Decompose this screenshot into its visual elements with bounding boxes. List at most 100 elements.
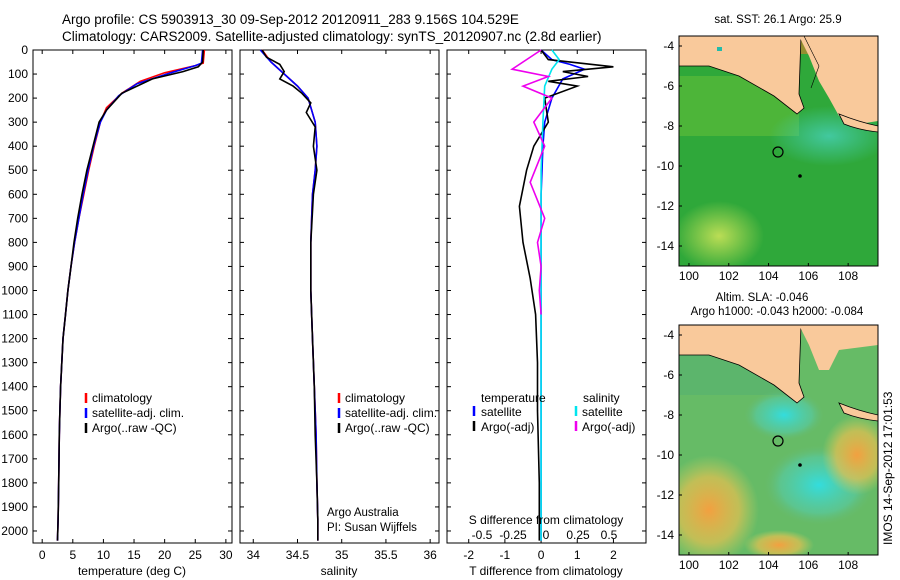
depth-tick-label: 1100 <box>2 308 28 322</box>
depth-tick-label: 2000 <box>1 524 28 538</box>
x-tick-label: 30 <box>219 548 233 562</box>
depth-tick-label: 900 <box>8 259 28 273</box>
sst-map-frame <box>678 35 879 267</box>
s-diff-tick-label: 0.5 <box>601 528 618 542</box>
depth-tick-label: 1300 <box>1 356 28 370</box>
x-tick-label: 10 <box>97 548 111 562</box>
sst-yellow-patch <box>679 201 764 266</box>
legend-label: climatology <box>345 391 405 405</box>
s-difference-label: S difference from climatology <box>469 513 624 527</box>
sumatra-landmass <box>679 36 805 115</box>
sla-borneo-landmass <box>799 325 878 370</box>
series-line-argo-raw-qc- <box>261 49 319 541</box>
argo-float-marker <box>772 146 784 158</box>
imos-timestamp-label: IMOS 14-Sep-2012 17:01:53 <box>881 391 895 545</box>
java-landmass <box>838 113 878 133</box>
legend-label: climatology <box>92 391 152 405</box>
depth-tick-label: 1000 <box>1 283 28 297</box>
x-tick-label: 35 <box>335 548 349 562</box>
x-tick-label: 0 <box>538 548 545 562</box>
sla-warm-eddy-1 <box>679 455 759 555</box>
legend-label: Argo(-adj) <box>481 420 534 434</box>
salinity-depth-ticks <box>240 49 439 532</box>
temperature-series <box>56 49 206 541</box>
series-line-argo-raw-qc- <box>56 49 204 541</box>
sla-warm-eddy-3 <box>744 530 814 555</box>
lon-tick-label: 108 <box>838 269 858 283</box>
depth-tick-label: 400 <box>8 139 28 153</box>
s-diff-tick-label: -0.25 <box>499 528 527 542</box>
lat-tick-label: -12 <box>657 199 675 213</box>
s-diff-tick-label: 0 <box>543 528 550 542</box>
s-diff-tick-label: -0.5 <box>472 528 493 542</box>
legend-label: Argo(..raw -QC) <box>345 421 430 435</box>
depth-tick-label: 300 <box>8 115 28 129</box>
island-dot <box>798 174 802 178</box>
sla-sumatra-landmass <box>679 325 805 404</box>
sst-lon-axis: 100 102 104 106 108 <box>679 263 858 283</box>
depth-axis: 0 100 200 300 400 500 600 700 800 900 1000 1100 1200… <box>1 43 232 538</box>
lat-tick-label: -6 <box>663 368 674 382</box>
depth-tick-label: 1400 <box>1 380 28 394</box>
lat-tick-label: -10 <box>657 159 675 173</box>
lon-tick-label: 102 <box>719 269 739 283</box>
depth-tick-label: 800 <box>8 235 28 249</box>
salinity-panel: 34 34.5 35 35.5 36 salinity climatologysatel… <box>239 49 440 578</box>
depth-tick-label: 200 <box>8 91 28 105</box>
legend-label: satellite <box>481 405 522 419</box>
lon-tick-label: 104 <box>759 558 779 572</box>
lon-tick-label: 104 <box>759 269 779 283</box>
difference-depth-ticks <box>447 49 646 532</box>
sst-map-field <box>679 36 878 266</box>
x-tick-label: 34 <box>247 548 261 562</box>
difference-panel: -2 -1 0 1 2 -0.5 -0.25 0 0.25 0.5 T difference fr… <box>446 49 647 578</box>
salinity-xlabel: salinity <box>321 564 358 578</box>
depth-tick-label: 1500 <box>1 404 28 418</box>
legend-temperature-title: temperature <box>481 391 546 405</box>
sla-map-field <box>679 325 878 555</box>
depth-tick-label: 1900 <box>1 500 28 514</box>
sst-cyan-speck <box>717 47 722 51</box>
difference-legend: temperaturesatelliteArgo(-adj)salinitysa… <box>472 391 635 434</box>
depth-tick-label: 1700 <box>1 452 28 466</box>
salinity-x-axis: 34 34.5 35 35.5 36 <box>247 50 437 562</box>
s-diff-tick-label: 0.25 <box>566 528 590 542</box>
sla-lon-axis: 100 102 104 106 108 <box>679 552 858 572</box>
depth-tick-label: 600 <box>8 187 28 201</box>
lon-tick-label: 108 <box>838 558 858 572</box>
lat-tick-label: -10 <box>657 448 675 462</box>
x-tick-label: 20 <box>158 548 172 562</box>
legend-salinity-title: salinity <box>583 391 620 405</box>
x-tick-label: 0 <box>39 548 46 562</box>
x-tick-label: 1 <box>574 548 581 562</box>
sst-map: sat. SST: 26.1 Argo: 25.9 100 102 104 106 10… <box>657 14 879 283</box>
lat-tick-label: -14 <box>657 528 675 542</box>
x-tick-label: 2 <box>610 548 617 562</box>
legend-label: satellite-adj. clim. <box>345 406 437 420</box>
sla-map-title: Altim. SLA: -0.046 <box>716 292 809 304</box>
lon-tick-label: 106 <box>798 558 818 572</box>
lat-tick-label: -4 <box>663 39 674 53</box>
x-tick-label: 36 <box>423 548 437 562</box>
annotation-pi: PI: Susan Wijffels <box>327 522 417 534</box>
lat-tick-label: -8 <box>663 119 674 133</box>
title-line-1: Argo profile: CS 5903913_30 09-Sep-2012 … <box>62 12 519 27</box>
x-tick-label: 5 <box>69 548 76 562</box>
temperature-x-axis: 0 5 10 15 20 25 30 <box>39 50 233 562</box>
legend-label: Argo(-adj) <box>582 420 635 434</box>
lon-tick-label: 106 <box>798 269 818 283</box>
lon-tick-label: 102 <box>719 558 739 572</box>
sla-cyan-eddy-1 <box>744 390 824 440</box>
sla-java-landmass <box>838 402 878 422</box>
sst-coastline <box>803 36 820 89</box>
x-tick-label: -2 <box>463 548 474 562</box>
legend-label: satellite-adj. clim. <box>92 406 184 420</box>
lat-tick-label: -14 <box>657 239 675 253</box>
lon-tick-label: 100 <box>679 269 699 283</box>
annotation-argo-australia: Argo Australia <box>327 507 399 519</box>
temperature-axes-box <box>32 49 233 544</box>
lat-tick-label: -12 <box>657 488 675 502</box>
t-difference-xlabel: T difference from climatology <box>469 564 623 578</box>
